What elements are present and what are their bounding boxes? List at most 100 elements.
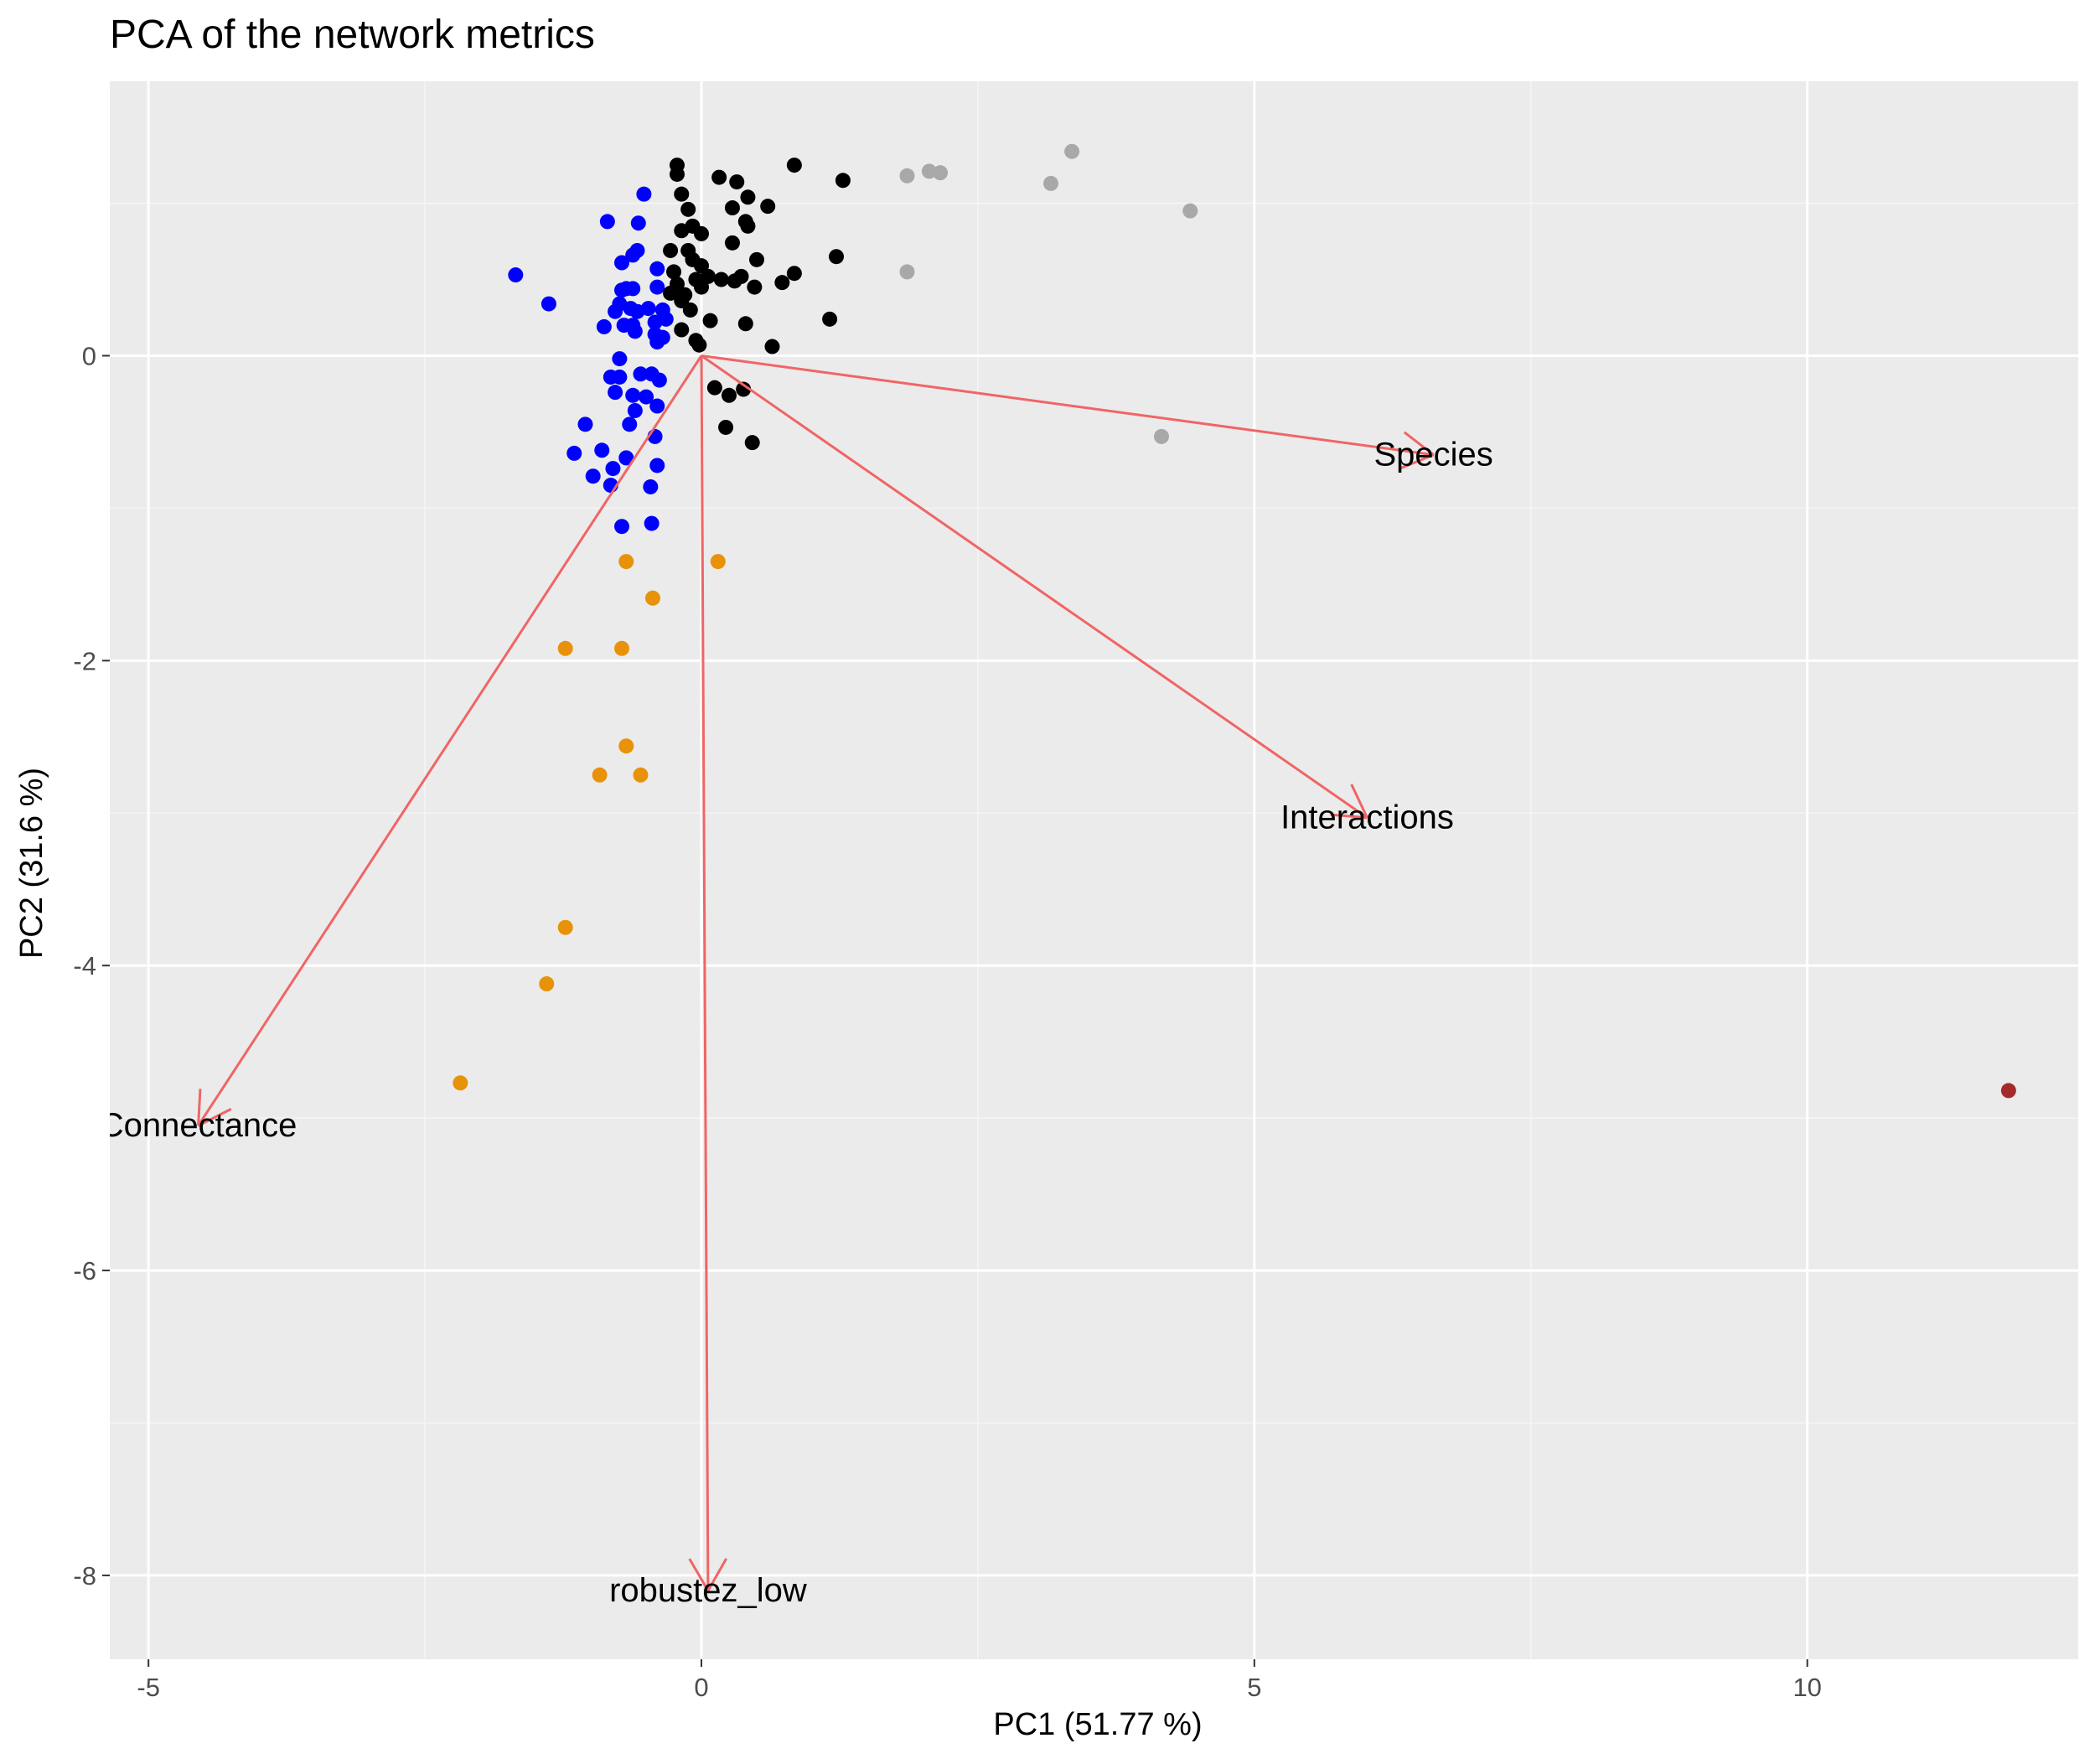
data-point	[933, 165, 949, 181]
data-point	[614, 519, 630, 535]
data-point	[749, 251, 765, 267]
x-tick-label: 5	[1247, 1673, 1261, 1702]
loading-arrow-head	[1350, 784, 1368, 819]
data-point	[760, 199, 776, 215]
data-point	[729, 174, 745, 190]
loading-arrow-label: Interactions	[1280, 799, 1454, 836]
data-point	[711, 169, 727, 185]
loading-arrow-head	[688, 1558, 710, 1591]
data-point	[700, 268, 716, 284]
data-point	[614, 640, 630, 656]
data-point	[2000, 1083, 2016, 1099]
data-point	[724, 200, 740, 216]
data-point	[710, 554, 726, 570]
data-point	[639, 389, 654, 405]
data-point	[585, 468, 601, 484]
loading-arrow-line	[701, 354, 1434, 457]
axis-ticks: -5 0 5 10 -8 -6 -4 -2 0	[73, 341, 1822, 1702]
data-point	[737, 316, 753, 332]
loading-arrow-head	[1403, 431, 1435, 456]
x-axis-label: PC1 (51.77 %)	[993, 1707, 1202, 1742]
data-point	[663, 242, 679, 258]
data-point	[740, 218, 756, 234]
data-point	[539, 976, 555, 992]
y-tick-label: 0	[82, 341, 96, 370]
data-point	[702, 313, 718, 328]
data-point	[644, 515, 660, 531]
grid-lines	[110, 81, 2078, 1659]
data-point	[722, 387, 737, 403]
data-point	[651, 372, 667, 388]
data-point	[629, 242, 645, 258]
data-point	[453, 1075, 468, 1091]
loading-arrow-label: Connectance	[100, 1107, 297, 1144]
data-point	[614, 255, 630, 271]
data-point	[614, 282, 630, 298]
y-tick-label: -2	[73, 646, 96, 675]
data-point	[1153, 428, 1169, 444]
data-point	[599, 214, 615, 230]
data-point	[643, 479, 659, 494]
data-point	[608, 303, 623, 319]
data-point	[596, 318, 612, 334]
y-tick-label: -4	[73, 951, 96, 980]
loading-arrows: Species Interactions Connectance robustez_l…	[100, 354, 1493, 1609]
data-point	[666, 264, 682, 280]
data-point	[786, 266, 802, 282]
data-point	[740, 189, 756, 205]
data-point	[630, 215, 646, 231]
data-point	[622, 416, 638, 432]
data-point	[786, 158, 802, 173]
y-axis-label: PC2 (31.6 %)	[14, 768, 49, 959]
data-point	[718, 419, 734, 435]
data-point	[747, 279, 763, 295]
data-point	[627, 323, 643, 339]
data-point	[508, 267, 524, 283]
data-point	[618, 554, 634, 570]
data-point	[627, 402, 643, 418]
data-point	[674, 322, 690, 338]
data-point	[566, 445, 582, 461]
data-point	[649, 458, 665, 473]
data-point	[822, 311, 838, 327]
x-tick-label: 10	[1792, 1673, 1821, 1702]
data-point	[674, 186, 690, 202]
data-point	[625, 281, 641, 297]
plot-panel	[110, 81, 2078, 1659]
loading-arrow-head	[1330, 813, 1368, 820]
data-point	[724, 235, 740, 251]
data-point	[658, 311, 674, 327]
chart-title: PCA of the network metrics	[110, 13, 595, 57]
data-point	[680, 201, 696, 217]
data-point	[612, 351, 628, 367]
data-point	[577, 416, 593, 432]
data-point	[649, 261, 665, 277]
data-point	[774, 275, 790, 291]
loading-arrow-line	[197, 354, 703, 1127]
data-point	[633, 767, 649, 783]
data-point	[733, 268, 749, 284]
data-point	[649, 279, 665, 295]
loading-arrow-label: Species	[1373, 437, 1492, 473]
data-point	[1064, 143, 1080, 159]
data-point	[694, 225, 710, 241]
x-tick-label: 0	[694, 1673, 708, 1702]
data-point	[612, 369, 628, 385]
data-point	[618, 450, 634, 466]
data-point	[636, 186, 652, 202]
data-point	[835, 173, 851, 189]
data-point	[640, 301, 656, 317]
loading-arrow-head	[197, 1089, 202, 1126]
data-point	[663, 285, 679, 301]
data-point	[649, 398, 665, 414]
data-points	[453, 143, 2016, 1099]
data-point	[618, 738, 634, 754]
data-point	[625, 387, 641, 403]
y-tick-label: -8	[73, 1561, 96, 1591]
data-point	[541, 296, 556, 312]
data-point	[674, 223, 690, 239]
data-point	[608, 385, 623, 401]
data-point	[633, 366, 649, 382]
panel-background	[110, 81, 2078, 1659]
